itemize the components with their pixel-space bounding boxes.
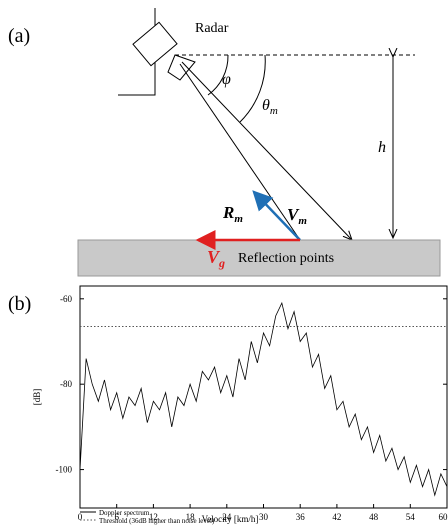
phi-label: φ bbox=[222, 71, 231, 88]
x-tick-label: 24 bbox=[222, 512, 232, 522]
y-tick-label: -80 bbox=[60, 379, 72, 389]
panel-label: (a) bbox=[8, 25, 30, 47]
spectrum-line bbox=[80, 303, 447, 495]
r-label: Rm bbox=[222, 203, 243, 225]
x-tick-label: 36 bbox=[296, 512, 306, 522]
radar-body bbox=[133, 22, 177, 65]
beam-edge bbox=[182, 62, 352, 240]
radar-label: Radar bbox=[195, 21, 229, 36]
legend-label: Doppler spectrum bbox=[99, 509, 150, 517]
plot-frame bbox=[80, 286, 447, 508]
x-tick-label: 48 bbox=[369, 512, 379, 522]
h-label: h bbox=[378, 139, 386, 156]
x-tick-label: 30 bbox=[259, 512, 269, 522]
x-tick-label: 60 bbox=[439, 512, 448, 522]
y-axis-title: [dB] bbox=[32, 389, 42, 406]
ground-label: Reflection points bbox=[238, 251, 334, 266]
x-tick-label: 42 bbox=[332, 512, 341, 522]
x-tick-label: 54 bbox=[406, 512, 416, 522]
y-tick-label: -60 bbox=[60, 294, 72, 304]
v-label: Vm bbox=[287, 205, 307, 227]
radar-antenna bbox=[168, 55, 195, 80]
theta-label: θm bbox=[262, 97, 278, 117]
panel-label: (b) bbox=[8, 293, 31, 315]
y-tick-label: -100 bbox=[56, 465, 73, 475]
legend-label: Threshold (36dB higher than noise level) bbox=[99, 517, 215, 525]
